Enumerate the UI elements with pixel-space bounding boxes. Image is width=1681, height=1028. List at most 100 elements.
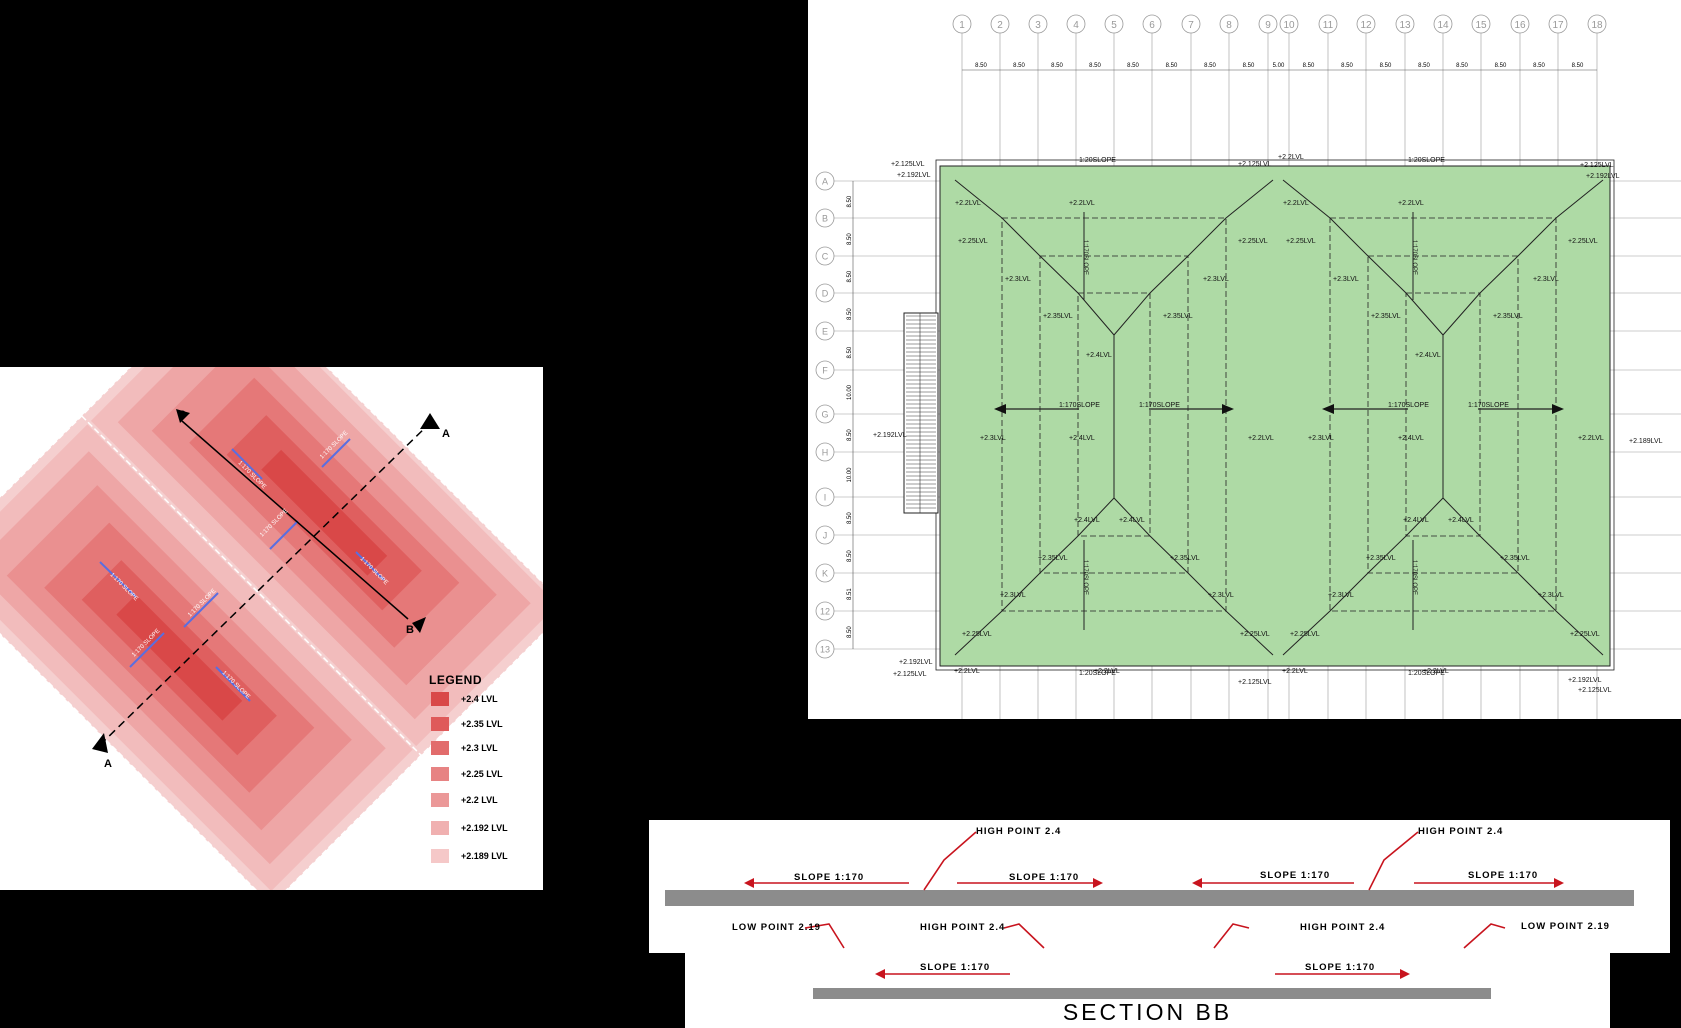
slope-label-4: SLOPE 1:170 — [1468, 870, 1538, 881]
slope-label: 1:170SLOPE — [1139, 402, 1180, 409]
legend-label: +2.25 LVL — [461, 769, 503, 779]
grid-spacing-column: 8.50 — [1418, 63, 1430, 69]
grid-label-row: 12 — [820, 607, 830, 617]
grid-bubble-column — [1028, 14, 1048, 34]
level-label: +2.2LVL — [955, 200, 981, 207]
section-marker-b-bottom: B — [406, 624, 414, 636]
grid-bubble-column — [1356, 14, 1376, 34]
section-arrow-b-bottom — [412, 617, 426, 633]
level-label: +2.3LVL — [1533, 276, 1559, 283]
slope-label: 1:170SLOPE — [1411, 240, 1417, 275]
grid-bubble-column — [1142, 14, 1162, 34]
level-label: +2.2LVL — [954, 668, 980, 675]
grid-spacing-column: 8.50 — [1572, 63, 1584, 69]
slope-label: 1:20SLOPE — [1079, 670, 1116, 677]
level-label: +2.125LVL — [891, 161, 925, 168]
section-bb-panel: SLOPE 1:170 SLOPE 1:170 SECTION BB — [685, 950, 1610, 1028]
level-label: +2.35LVL — [1371, 313, 1401, 320]
level-label: +2.3LVL — [1208, 592, 1234, 599]
slope-arrows — [99, 438, 385, 702]
grid-spacing-column: 8.50 — [1204, 63, 1216, 69]
legend-swatch — [431, 849, 449, 863]
roof-plan-panel: 1 2 3 4 5 6 7 8 9 10 11 12 13 14 15 16 17 18 8.50 8.50 8.50 8… — [808, 0, 1681, 719]
slope-diagram: A A B B 1:170 SLOPE 1:170 SLOPE 1:170 SL… — [0, 367, 543, 890]
level-label: +2.4LVL — [1086, 352, 1112, 359]
legend-label: +2.3 LVL — [461, 743, 498, 753]
grid-bubble-row — [815, 283, 835, 303]
level-label: +2.4LVL — [1119, 517, 1145, 524]
legend-title: LEGEND — [429, 673, 483, 687]
level-label: +2.192LVL — [897, 172, 931, 179]
grid-label-row: F — [822, 366, 828, 376]
grid-label-row: E — [822, 327, 828, 337]
level-label: +2.4LVL — [1448, 517, 1474, 524]
section-bb-drawing: SLOPE 1:170 SLOPE 1:170 — [813, 962, 1491, 999]
grid-label-row: D — [822, 289, 829, 299]
grid-label-column: 11 — [1323, 20, 1334, 31]
legend-swatch — [431, 793, 449, 807]
grid-spacing-row: 10.00 — [847, 467, 853, 483]
grid-spacing-column: 8.50 — [1533, 63, 1545, 69]
grid-spacing-row: 8.50 — [847, 233, 853, 245]
grid-label-column: 4 — [1073, 20, 1079, 31]
grid-label-row: B — [822, 214, 828, 224]
slope-label: 1:20SLOPE — [1408, 157, 1445, 164]
level-label: +2.4LVL — [1403, 517, 1429, 524]
grid-spacing-row: 8.51 — [847, 588, 853, 600]
grid-label-column: 17 — [1552, 20, 1564, 31]
grid-label-column: 1 — [959, 20, 965, 31]
slope-label: 1:170SLOPE — [1082, 560, 1088, 595]
legend-item: +2.25 LVL — [431, 767, 503, 781]
grid-bubble-column — [1548, 14, 1568, 34]
grid-bubble-column — [1066, 14, 1086, 34]
legend-swatch — [431, 741, 449, 755]
legend-label: +2.192 LVL — [461, 823, 508, 833]
grid-label-column: 15 — [1475, 20, 1487, 31]
section-arrow-b-top — [176, 409, 190, 423]
slope-label-1: SLOPE 1:170 — [794, 872, 864, 883]
grid-label-column: 10 — [1283, 20, 1295, 31]
slope-label: 1:170SLOPE — [1082, 240, 1088, 275]
grid-spacing-row: 8.50 — [847, 512, 853, 524]
grid-spacing-row: 8.50 — [847, 429, 853, 441]
grid-label-row: H — [822, 448, 829, 458]
level-label: +2.192LVL — [1586, 173, 1620, 180]
level-label: +2.189LVL — [1629, 438, 1663, 445]
level-label: +2.35LVL — [1163, 313, 1193, 320]
high-point-label-1: HIGH POINT 2.4 — [976, 826, 1061, 837]
grid-spacing-column: 8.50 — [1341, 63, 1353, 69]
grid-bubble-row — [815, 601, 835, 621]
section-arrow-a-bottom — [92, 733, 108, 753]
grid-label-column: 2 — [997, 20, 1003, 31]
level-label: +2.2LVL — [1094, 668, 1120, 675]
legend-swatch — [431, 767, 449, 781]
legend-item: +2.3 LVL — [431, 741, 498, 755]
level-label: +2.25LVL — [1238, 238, 1268, 245]
level-label: +2.25LVL — [962, 631, 992, 638]
grid-spacing-row: 8.50 — [847, 550, 853, 562]
grid-spacing-row: 10.00 — [847, 384, 853, 400]
level-label: +2.25LVL — [1286, 238, 1316, 245]
section-aa-panel: HIGH POINT 2.4 SLOPE 1:170 SLOPE 1:170 S… — [649, 820, 1670, 953]
level-label: +2.2LVL — [1578, 435, 1604, 442]
legend-label: +2.4 LVL — [461, 694, 498, 704]
level-label: +2.4LVL — [1398, 435, 1424, 442]
level-label: +2.4LVL — [1074, 517, 1100, 524]
grid-spacing-column: 8.50 — [1380, 63, 1392, 69]
high-point-label-b: HIGH POINT 2.4 — [1300, 922, 1385, 933]
grid-bubble-column — [1395, 14, 1415, 34]
grid-label-row: J — [823, 531, 828, 541]
section-marker-b-top: B — [178, 409, 186, 421]
slope-label-3: SLOPE 1:170 — [1260, 870, 1330, 881]
grid-label-row: G — [821, 410, 828, 420]
legend-label: +2.2 LVL — [461, 795, 498, 805]
legend-item: +2.192 LVL — [431, 821, 508, 835]
grid-bubble-row — [815, 246, 835, 266]
grid-bubble-row — [815, 404, 835, 424]
level-label: +2.35LVL — [1493, 313, 1523, 320]
level-label: +2.35LVL — [1043, 313, 1073, 320]
level-label: +2.192LVL — [899, 659, 933, 666]
level-label: +2.2LVL — [1283, 200, 1309, 207]
grid-bubble-column — [1471, 14, 1491, 34]
grid-label-column: 16 — [1514, 20, 1526, 31]
